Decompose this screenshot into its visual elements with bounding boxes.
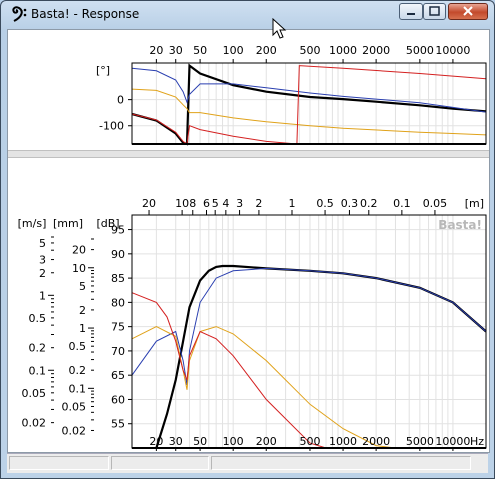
- excursion-tick-label: 0.05: [62, 400, 87, 413]
- status-bar: [7, 453, 488, 473]
- spl-tick-label: 75: [111, 321, 125, 334]
- distance-tick-label: 1: [288, 197, 295, 210]
- close-icon: [463, 6, 473, 16]
- spl-tick-label: 70: [111, 345, 125, 358]
- distance-tick-label: 5: [212, 197, 219, 210]
- x-tick-label: 20: [149, 435, 163, 448]
- x-tick-label: 500: [299, 435, 320, 448]
- client-area: 20 30 50 100 200 500 1000 2000 5000 10000 [°] 0 -100…: [7, 29, 490, 453]
- excursion-tick-label: 0.02: [62, 424, 87, 437]
- distance-tick-label: 0.2: [360, 197, 378, 210]
- spl-tick-label: 80: [111, 296, 125, 309]
- x-tick-label: 2000: [362, 435, 390, 448]
- excursion-unit-label: [mm]: [53, 217, 83, 230]
- window-title: Basta! - Response: [31, 7, 140, 21]
- response-chart[interactable]: Basta!20 10 8 6 5 4 3 2 1 0.5 0.3 0.2 0.1 0.05 [m][dB]…: [8, 157, 489, 452]
- distance-tick-label: 6: [203, 197, 210, 210]
- excursion-tick-label: 2: [79, 304, 86, 317]
- x-tick-label: 2000: [362, 44, 390, 57]
- spl-tick-label: 85: [111, 272, 125, 285]
- velocity-tick-label: 0.2: [29, 342, 47, 355]
- spl-tick-label: 55: [111, 418, 125, 431]
- excursion-tick-label: 1: [79, 322, 86, 335]
- spl-tick-label: 65: [111, 369, 125, 382]
- velocity-tick-label: 0.05: [22, 387, 47, 400]
- series-line-4: [131, 292, 327, 449]
- distance-tick-label: 10: [175, 197, 189, 210]
- status-cell-2: [111, 456, 209, 470]
- series-line-2: [131, 267, 487, 385]
- velocity-tick-label: 1: [39, 289, 46, 302]
- phase-chart[interactable]: 20 30 50 100 200 500 1000 2000 5000 10000 [°] 0 -100: [8, 30, 489, 150]
- velocity-unit-label: [m/s]: [18, 217, 47, 230]
- velocity-tick-label: 3: [39, 254, 46, 267]
- x-tick-label: 10000: [435, 435, 470, 448]
- distance-unit-label: [m]: [465, 197, 484, 210]
- y-tick-label: -100: [99, 120, 124, 133]
- distance-tick-label: 0.05: [423, 197, 448, 210]
- x-tick-label: 50: [193, 44, 207, 57]
- excursion-tick-label: 0.2: [69, 364, 87, 377]
- series-line-4: [131, 65, 487, 145]
- distance-tick-label: 0.3: [341, 197, 359, 210]
- excursion-tick-label: 0.1: [69, 382, 87, 395]
- status-cell-3: [211, 456, 471, 470]
- x-tick-label: 200: [256, 435, 277, 448]
- title-bar[interactable]: Basta! - Response: [1, 1, 494, 29]
- close-button[interactable]: [448, 3, 488, 20]
- x-tick-label: 5000: [406, 435, 434, 448]
- distance-tick-label: 2: [255, 197, 262, 210]
- x-tick-label: 200: [256, 44, 277, 57]
- excursion-tick-label: 20: [72, 244, 86, 257]
- velocity-tick-label: 0.1: [29, 364, 47, 377]
- distance-tick-label: 0.1: [393, 197, 411, 210]
- plot-frame: [131, 62, 487, 145]
- maximize-button[interactable]: [423, 3, 446, 20]
- minimize-icon: [407, 13, 415, 15]
- series-line-3: [131, 88, 487, 136]
- velocity-tick-label: 0.5: [29, 312, 47, 325]
- minimize-button[interactable]: [399, 3, 423, 20]
- excursion-tick-label: 5: [79, 280, 86, 293]
- distance-tick-label: 4: [222, 197, 229, 210]
- velocity-tick-label: 2: [39, 267, 46, 280]
- mouse-cursor-icon: [272, 18, 287, 39]
- x-tick-label: 30: [169, 435, 183, 448]
- excursion-tick-label: 10: [72, 262, 86, 275]
- distance-tick-label: 8: [189, 197, 196, 210]
- series-line-1: [131, 63, 487, 146]
- splitter[interactable]: [8, 150, 489, 158]
- x-tick-label: 500: [299, 44, 320, 57]
- spl-tick-label: 90: [111, 248, 125, 261]
- x-tick-label: 100: [223, 44, 244, 57]
- x-unit-label: Hz: [470, 435, 484, 448]
- distance-tick-label: 0.5: [316, 197, 334, 210]
- x-tick-label: 10000: [435, 44, 470, 57]
- spl-unit-label: [dB]: [96, 217, 119, 230]
- x-tick-label: 1000: [329, 435, 357, 448]
- x-tick-label: 5000: [406, 44, 434, 57]
- x-tick-label: 30: [169, 44, 183, 57]
- x-tick-label: 1000: [329, 44, 357, 57]
- series-line-3: [131, 326, 396, 449]
- bass-clef-icon: [12, 6, 27, 22]
- distance-tick-label: 3: [236, 197, 243, 210]
- watermark: Basta!: [438, 218, 482, 232]
- y-tick-label: 0: [117, 94, 124, 107]
- maximize-icon: [429, 6, 440, 16]
- x-tick-label: 100: [223, 435, 244, 448]
- excursion-tick-label: 0.5: [69, 340, 87, 353]
- spl-tick-label: 60: [111, 393, 125, 406]
- y-unit-label: [°]: [96, 64, 110, 77]
- x-tick-label: 50: [193, 435, 207, 448]
- velocity-tick-label: 0.02: [22, 417, 47, 430]
- status-cell-1: [9, 456, 109, 470]
- spl-tick-label: 95: [111, 224, 125, 237]
- distance-tick-label: 20: [142, 197, 156, 210]
- x-tick-label: 20: [149, 44, 163, 57]
- series-line-2: [131, 67, 487, 113]
- velocity-tick-label: 5: [39, 237, 46, 250]
